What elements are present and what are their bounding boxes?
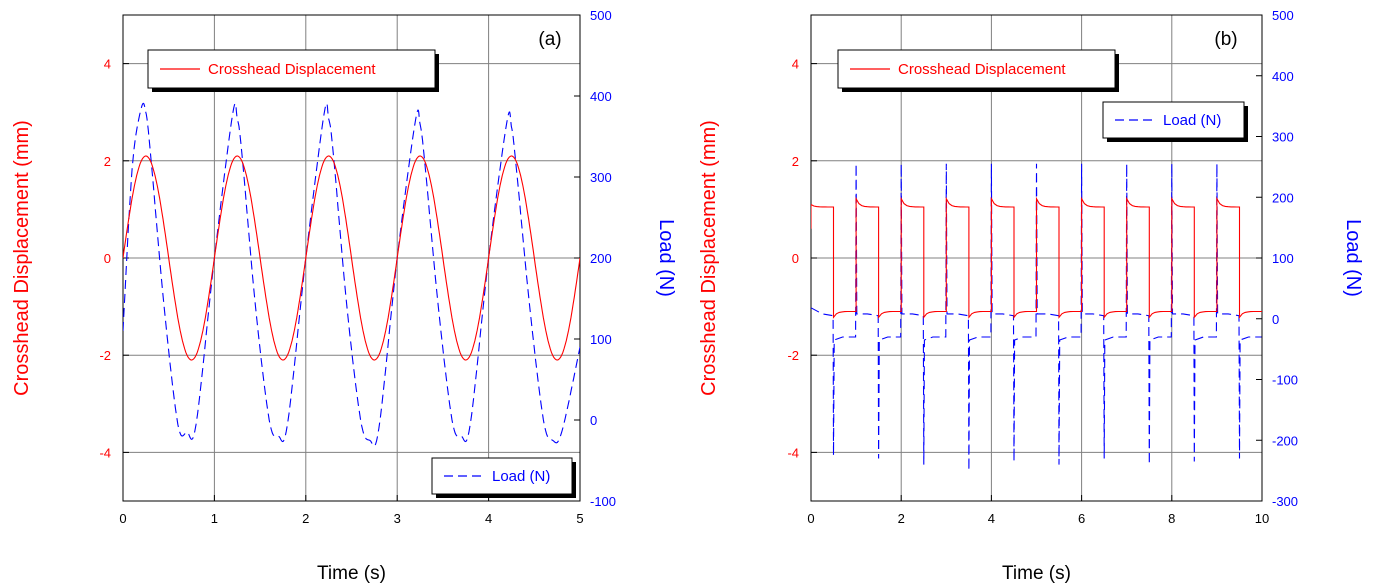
panel-b-chart: 0 2 4 6 8 10 4 2 0 -2 -4 500 400 300 200 100 0 -100 -200 -3… [698,8,1364,584]
y-left-tick-label: 0 [792,251,799,266]
y-right-tick-label: 500 [590,8,612,23]
y-right-tick-label: 500 [1272,8,1294,23]
x-tick-label: 0 [119,511,126,526]
y-right-tick-label: -300 [1272,494,1298,509]
x-tick-label: 4 [485,511,492,526]
displacement-series-line [123,155,580,361]
y-left-tick-label: -4 [787,445,799,460]
x-tick-label: 6 [1078,511,1085,526]
panel-label: (a) [538,29,561,50]
legend-box [1102,101,1245,139]
y-left-tick-label: -4 [99,445,111,460]
legend-label: Load (N) [492,468,550,485]
x-tick-label: 2 [302,511,309,526]
load-series-line [123,102,580,447]
legend-label: Crosshead Displacement [208,61,376,78]
x-tick-label: 0 [807,511,814,526]
y-left-tick-label: 2 [104,154,111,169]
y-left-axis-label: Crosshead Displacement (mm) [11,120,33,396]
x-axis-label: Time (s) [317,563,386,584]
y-right-tick-label: 100 [590,332,612,347]
x-tick-label: 4 [988,511,995,526]
legend-label: Load (N) [1163,112,1221,129]
y-left-tick-label: 0 [104,251,111,266]
y-right-tick-label: -200 [1272,433,1298,448]
y-right-tick-label: 200 [590,251,612,266]
x-axis-label: Time (s) [1002,563,1071,584]
legend-displacement: Crosshead Displacement [837,49,1119,92]
y-right-tick-label: 400 [590,89,612,104]
y-right-axis-label: Load (N) [1342,219,1364,297]
y-left-tick-label: -2 [787,348,799,363]
y-right-tick-label: 300 [590,170,612,185]
y-right-tick-label: 0 [1272,312,1279,327]
y-right-tick-label: 0 [590,413,597,428]
y-right-tick-label: 100 [1272,251,1294,266]
y-left-axis-label: Crosshead Displacement (mm) [698,120,720,396]
y-right-tick-label: -100 [590,494,616,509]
legend-load: Load (N) [1102,101,1248,142]
y-right-tick-label: 200 [1272,190,1294,205]
y-left-tick-label: 4 [104,57,111,72]
x-tick-label: 3 [394,511,401,526]
x-tick-label: 1 [211,511,218,526]
legend-load: Load (N) [431,457,576,498]
x-tick-label: 8 [1168,511,1175,526]
x-tick-label: 5 [576,511,583,526]
legend-label: Crosshead Displacement [898,61,1066,78]
displacement-series-line [811,196,1262,319]
load-series-line [811,163,1262,471]
x-tick-label: 10 [1255,511,1269,526]
y-left-tick-label: 2 [792,154,799,169]
x-tick-label: 2 [898,511,905,526]
y-right-axis-label: Load (N) [655,219,677,297]
legend-displacement: Crosshead Displacement [147,49,439,92]
panel-a-chart: 0 1 2 3 4 5 4 2 0 -2 -4 500 400 300 200 100 0 -100 Time (s… [11,8,677,584]
y-left-tick-label: 4 [792,57,799,72]
y-right-tick-label: -100 [1272,373,1298,388]
panel-label: (b) [1214,29,1237,50]
y-left-tick-label: -2 [99,348,111,363]
legend-box [431,457,573,495]
y-right-tick-label: 400 [1272,69,1294,84]
y-right-tick-label: 300 [1272,130,1294,145]
